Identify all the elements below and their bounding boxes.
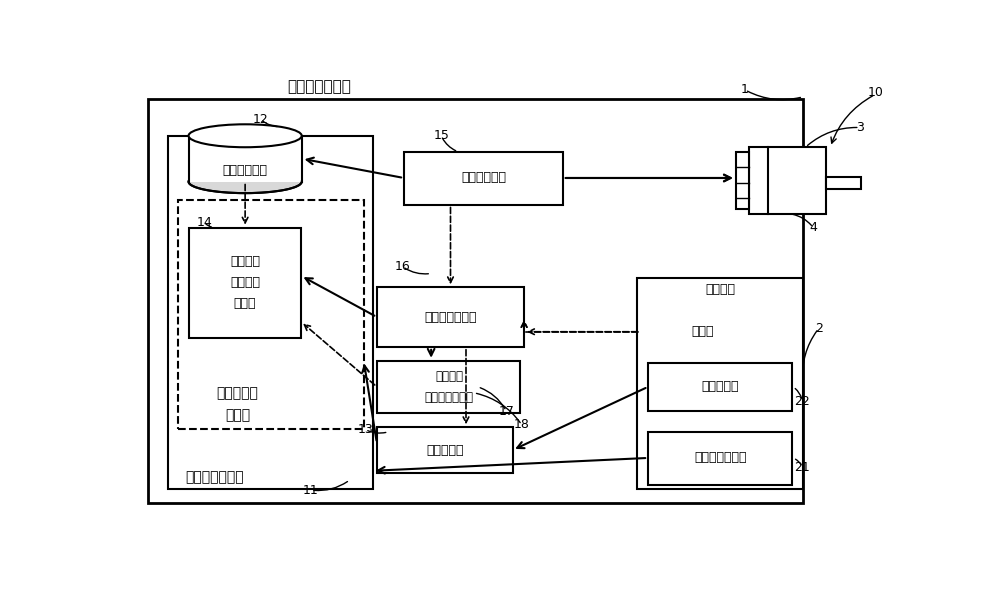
Text: 触发接受部: 触发接受部 [426,443,464,457]
Text: 22: 22 [794,395,810,408]
Text: 轴动作控制部: 轴动作控制部 [461,172,506,185]
Text: 机床的控制装置: 机床的控制装置 [288,80,352,95]
Bar [640,308,764,356]
Text: 控制参数
设定履历存储部: 控制参数 设定履历存储部 [424,370,473,404]
Bar [637,278,803,489]
Text: 控制参数输入部: 控制参数输入部 [694,451,746,464]
Text: 输入装置: 输入装置 [705,283,735,296]
Text: 14: 14 [196,216,212,228]
Text: 触发输入部: 触发输入部 [701,380,739,393]
Bar [377,287,524,347]
Bar [648,363,792,411]
Text: 控制参数设定部: 控制参数设定部 [185,471,243,485]
Bar [168,136,373,489]
Text: 12: 12 [253,113,268,126]
Text: 13: 13 [357,423,373,436]
Bar [148,99,803,503]
Bar [404,152,563,204]
Text: 动作状态
可能范围
设定部: 动作状态 可能范围 设定部 [230,255,260,310]
Text: 2: 2 [815,322,823,335]
Text: 1: 1 [741,83,749,97]
Text: 动作状态取得部: 动作状态取得部 [424,311,477,324]
Text: 4: 4 [809,221,817,234]
Text: 15: 15 [433,129,449,142]
Text: 可指定范围
设定部: 可指定范围 设定部 [216,386,258,423]
Bar [189,136,302,182]
Text: 3: 3 [856,121,864,134]
Bar [178,200,364,430]
Ellipse shape [189,170,302,193]
Bar [648,432,792,485]
Bar [377,427,512,473]
Text: 16: 16 [395,260,410,273]
Text: 设定值存储部: 设定值存储部 [223,164,268,176]
Text: 17: 17 [498,405,514,418]
Bar [826,177,861,188]
Text: 11: 11 [303,483,319,496]
Bar [749,147,826,214]
Bar [736,152,749,209]
Text: 10: 10 [867,86,883,99]
Bar [377,361,520,414]
Text: 传感器: 传感器 [691,325,714,338]
Ellipse shape [189,125,302,147]
Bar [189,228,301,338]
Text: 18: 18 [514,418,530,432]
Text: 21: 21 [794,461,810,474]
